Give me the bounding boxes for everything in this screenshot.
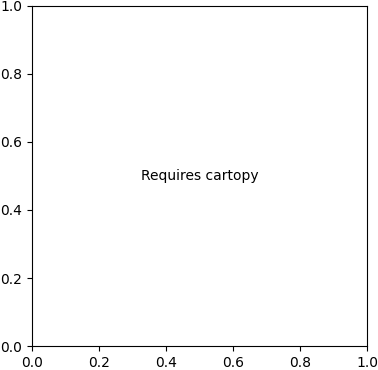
Text: Requires cartopy: Requires cartopy xyxy=(141,169,258,183)
